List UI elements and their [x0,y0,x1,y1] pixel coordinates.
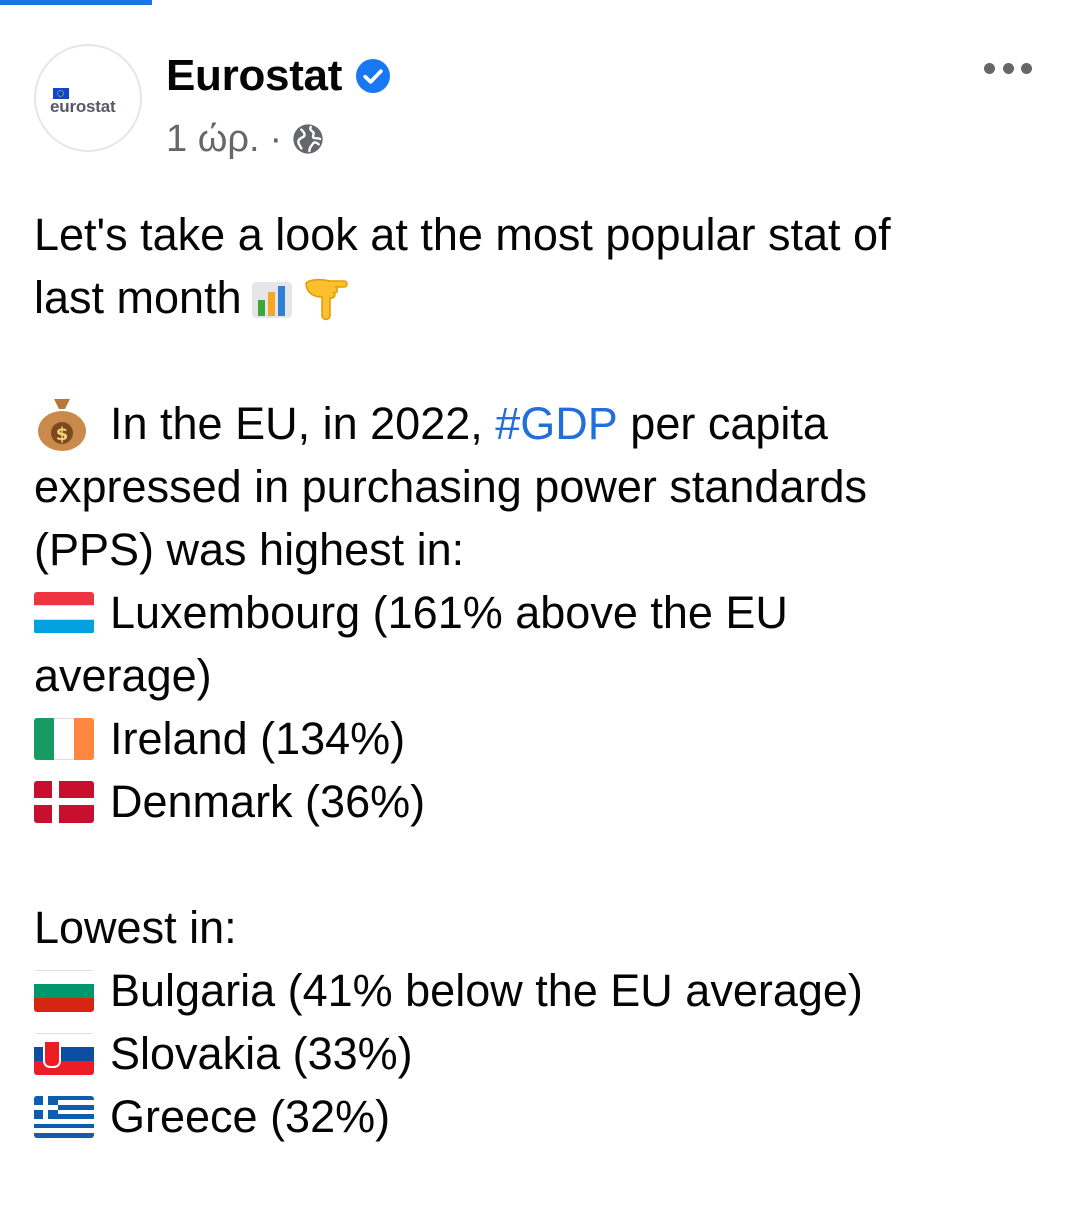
gdp-text-3: (PPS) was highest in: [34,524,465,575]
highest-item-text: Luxembourg (161% above the EU [110,587,788,638]
list-item: Greece (32%) [34,1085,1044,1148]
top-tab-indicator [0,0,152,5]
svg-text:$: $ [56,424,69,445]
lowest-heading: Lowest in: [34,902,237,953]
globe-icon[interactable] [292,123,324,155]
list-item: Ireland (134%) [34,707,1044,770]
lowest-item-text: Slovakia (33%) [110,1028,413,1079]
eu-flag-logo-icon [53,88,69,99]
gdp-hashtag-link[interactable]: #GDP [495,398,618,449]
avatar-logo-text: eurostat [50,97,116,116]
more-options-button[interactable] [984,56,1032,80]
money-bag-emoji-icon: $ [38,398,86,451]
more-dot-icon [1021,62,1032,74]
list-item: Luxembourg (161% above the EU [34,581,1044,644]
intro-text-1: Let's take a look at the most popular st… [34,209,891,260]
post-body: Let's take a look at the most popular st… [34,203,1044,1148]
list-item: Denmark (36%) [34,770,1044,833]
list-item: Bulgaria (41% below the EU average) [34,959,1044,1022]
highest-item-continuation: average) [34,650,212,701]
highest-item-text: Denmark (36%) [110,776,426,827]
post-timestamp[interactable]: 1 ώρ. [166,117,260,160]
intro-text-2: last month [34,272,242,323]
lowest-item-text: Greece (32%) [110,1091,391,1142]
luxembourg-flag-icon [34,591,94,634]
gdp-suffix: per capita [617,398,828,449]
meta-separator: · [269,117,283,160]
avatar[interactable]: eurostat [34,44,142,152]
lowest-item-text: Bulgaria (41% below the EU average) [110,965,863,1016]
intro-line: Let's take a look at the most popular st… [34,203,1044,266]
verified-badge-icon [356,59,391,93]
list-item: Slovakia (33%) [34,1022,1044,1085]
gdp-text-2: expressed in purchasing power standards [34,461,867,512]
more-dot-icon [984,62,995,74]
post-meta: 1 ώρ. · [166,114,324,164]
intro-line: last month [34,266,1044,329]
pointing-down-emoji-icon [304,278,348,320]
denmark-flag-icon [34,780,94,823]
highest-item-text: Ireland (134%) [110,713,406,764]
ireland-flag-icon [34,717,94,760]
author-name[interactable]: Eurostat [166,51,343,100]
gdp-line: $ In the EU, in 2022, #GDP per capita [34,392,1044,455]
slovakia-flag-icon [34,1032,94,1075]
bulgaria-flag-icon [34,969,94,1012]
author-row: Eurostat [166,46,391,106]
more-dot-icon [1002,62,1014,74]
gdp-prefix: In the EU, in 2022, [110,398,496,449]
greece-flag-icon [34,1095,94,1138]
bar-chart-emoji-icon [251,281,292,318]
